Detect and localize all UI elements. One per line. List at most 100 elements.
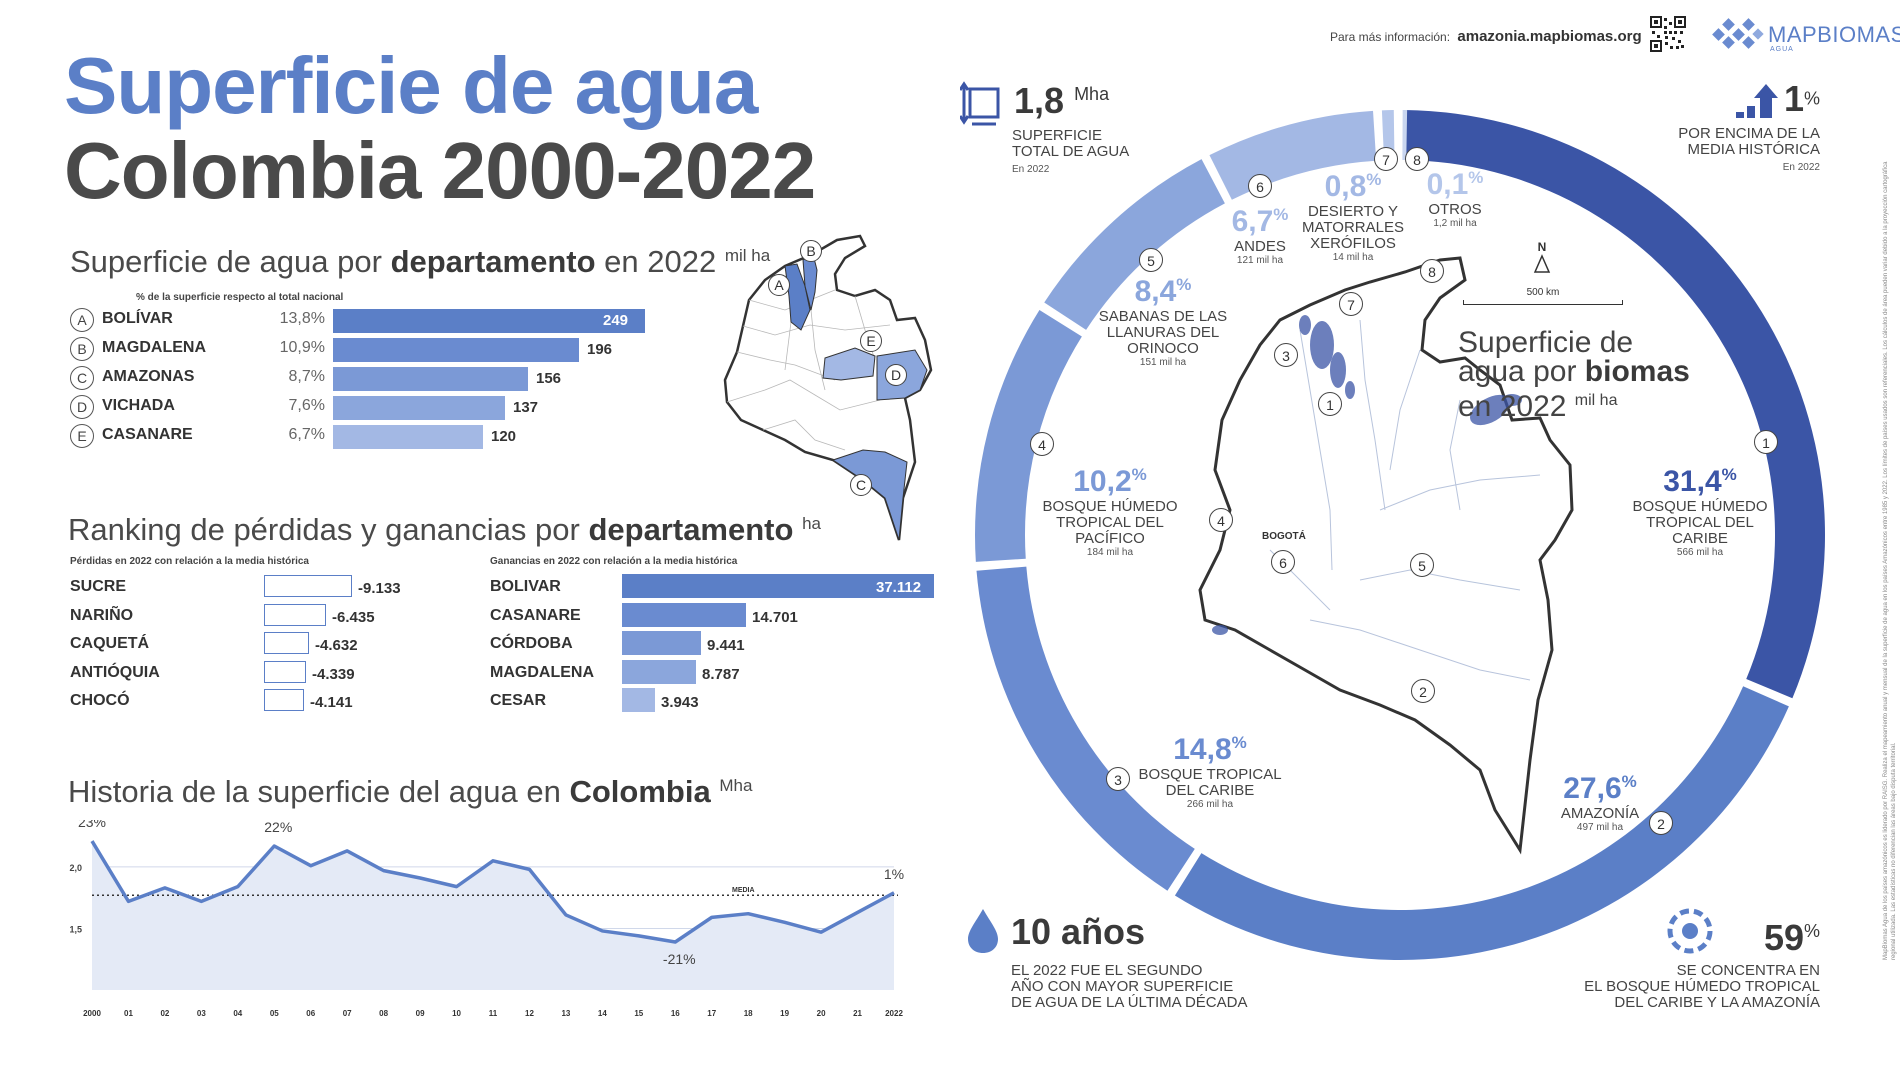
x-tick-label: 06: [306, 1009, 315, 1018]
dept-bar: [333, 367, 528, 391]
gain-bar: [622, 659, 696, 684]
total-unit: Mha: [1074, 84, 1110, 104]
biome-pct-value: 31,4: [1663, 465, 1722, 498]
years-value: 10 años: [1011, 911, 1146, 952]
ranking-title: Ranking de pérdidas y ganancias por depa…: [68, 512, 821, 547]
info-line: Para más información: amazonia.mapbiomas…: [1330, 28, 1642, 45]
x-tick-label: 08: [379, 1009, 388, 1018]
departamentos-note: % de la superficie respecto al total nac…: [136, 292, 344, 303]
dept-row: C AMAZONAS 8,7% 156: [70, 366, 590, 392]
history-annotation: -21%: [663, 951, 696, 967]
donut-slice: [1044, 159, 1225, 330]
biome-map-marker: 5: [1410, 553, 1434, 577]
biome-name-line: OTROS: [1428, 201, 1482, 218]
biome-pct-value: 14,8: [1173, 733, 1232, 766]
map-rivers: [1269, 319, 1541, 681]
biome-mil: 497 mil ha: [1576, 822, 1624, 833]
biome-ring-marker: 1: [1754, 430, 1778, 454]
map-marker-b: B: [800, 240, 822, 262]
qr-code-icon: [1650, 16, 1686, 52]
gains-note: Ganancias en 2022 con relación a la medi…: [490, 556, 738, 567]
gain-bar: [622, 631, 701, 655]
above-value: 1: [1783, 78, 1804, 119]
dept-row: A BOLÍVAR 13,8% 249: [70, 308, 645, 334]
biome-name-line: BOSQUE HÚMEDO: [1632, 498, 1768, 515]
main-title-line2: Colombia 2000-2022: [64, 126, 816, 215]
dept-value: 137: [513, 399, 539, 416]
x-tick-label: 05: [270, 1009, 279, 1018]
x-tick-label: 15: [634, 1009, 643, 1018]
biome-ring-marker: 4: [1030, 432, 1054, 456]
map-marker-e: E: [860, 330, 882, 352]
donut-slice: [976, 566, 1195, 891]
dept-bar: [333, 396, 505, 420]
dept-bar: [333, 309, 645, 333]
mean-label: MEDIA: [732, 887, 755, 894]
history-area: [92, 841, 894, 990]
biome-map-marker: 6: [1271, 550, 1295, 574]
department-locator-map: [723, 234, 933, 541]
total-sub: En 2022: [1012, 164, 1050, 175]
dept-row: B MAGDALENA 10,9% 196: [70, 337, 612, 363]
ranking-unit: ha: [802, 514, 821, 533]
loss-bar: [264, 660, 306, 683]
gain-value: 14.701: [752, 608, 798, 626]
biome-pct-value: 0,8: [1324, 170, 1367, 203]
colombia-biomes-map: [1198, 256, 1574, 855]
north-label: N: [1537, 240, 1547, 254]
biome-map-marker: 2: [1411, 679, 1435, 703]
gain-dept-name: CESAR: [490, 692, 547, 709]
target-dots-icon: [1667, 908, 1713, 954]
x-tick-label: 09: [416, 1009, 425, 1018]
biome-pct-value: 6,7: [1231, 205, 1274, 238]
biome-map-marker: 7: [1339, 292, 1363, 316]
x-tick-label: 2000: [83, 1009, 101, 1018]
biome-name-line: PACÍFICO: [1075, 530, 1145, 547]
biome-pct-unit: %: [1721, 465, 1737, 484]
historia-title: Historia de la superficie del agua en Co…: [68, 774, 753, 809]
capital-label: BOGOTÁ: [1262, 531, 1306, 542]
info-url-link[interactable]: amazonia.mapbiomas.org: [1457, 28, 1642, 45]
stat-above-mean: 1% POR ENCIMA DE LA MEDIA HISTÓRICA En 2…: [1678, 78, 1820, 173]
rising-bars-icon: [1735, 84, 1778, 118]
mapbiomas-logo: MAPBIOMAS AGUA: [1712, 14, 1900, 58]
biome-name-line: BOSQUE TROPICAL: [1138, 766, 1282, 783]
x-tick-label: 04: [233, 1009, 242, 1018]
brand-name: MAPBIOMAS: [1768, 22, 1900, 47]
dept-bar: [333, 338, 579, 362]
dept-bar: [333, 425, 483, 449]
biome-pct-value: 10,2: [1073, 465, 1132, 498]
x-tick-label: 16: [671, 1009, 680, 1018]
gain-dept-name: MAGDALENA: [490, 663, 594, 681]
biome-name-line: LLANURAS DEL: [1106, 324, 1220, 341]
biome-label: 31,4% BOSQUE HÚMEDO TROPICAL DEL CARIBE 566 …: [1610, 465, 1790, 558]
scale-bar: 500 km: [1463, 287, 1623, 305]
dept-name: MAGDALENA: [102, 339, 206, 356]
loss-bar: [264, 603, 326, 626]
x-tick-label: 2022: [885, 1009, 903, 1018]
biome-pct-value: 8,4: [1134, 275, 1177, 308]
biome-pct: 8,4%: [1073, 275, 1253, 309]
x-tick-label: 17: [707, 1009, 716, 1018]
stat-ten-years: 10 años EL 2022 FUE EL SEGUNDO AÑO CON M…: [965, 905, 1265, 1015]
biomas-title: Superficie de agua por biomas en 2022 mi…: [1458, 326, 1690, 423]
dept-row: E CASANARE 6,7% 120: [70, 424, 590, 450]
gain-dept-name: CASANARE: [490, 606, 581, 624]
stat-total: 1,8 Mha SUPERFICIE TOTAL DE AGUA En 2022: [958, 80, 1198, 180]
loss-dept-name: CAQUETÁ: [70, 635, 150, 652]
biome-pct: 0,1%: [1365, 168, 1545, 202]
expand-arrows-icon: [960, 81, 1000, 126]
biome-name-line: DESIERTO Y: [1307, 203, 1399, 220]
loss-value: -4.632: [315, 637, 358, 654]
biome-name-line: TROPICAL DEL: [1646, 514, 1754, 531]
biome-mil: 266 mil ha: [1186, 799, 1234, 810]
dept-name: CASANARE: [102, 426, 193, 443]
map-marker-c: C: [850, 474, 872, 496]
biome-label: 6,7% ANDES 121 mil ha: [1170, 205, 1350, 266]
biome-name-line: TROPICAL DEL: [1056, 514, 1164, 531]
biome-ring-marker: 2: [1649, 811, 1673, 835]
dept-pct: 13,8%: [279, 310, 325, 327]
north-arrow-icon: N: [1532, 240, 1552, 276]
gain-value: 37.112: [876, 579, 922, 596]
biome-name-line: ANDES: [1234, 238, 1286, 255]
